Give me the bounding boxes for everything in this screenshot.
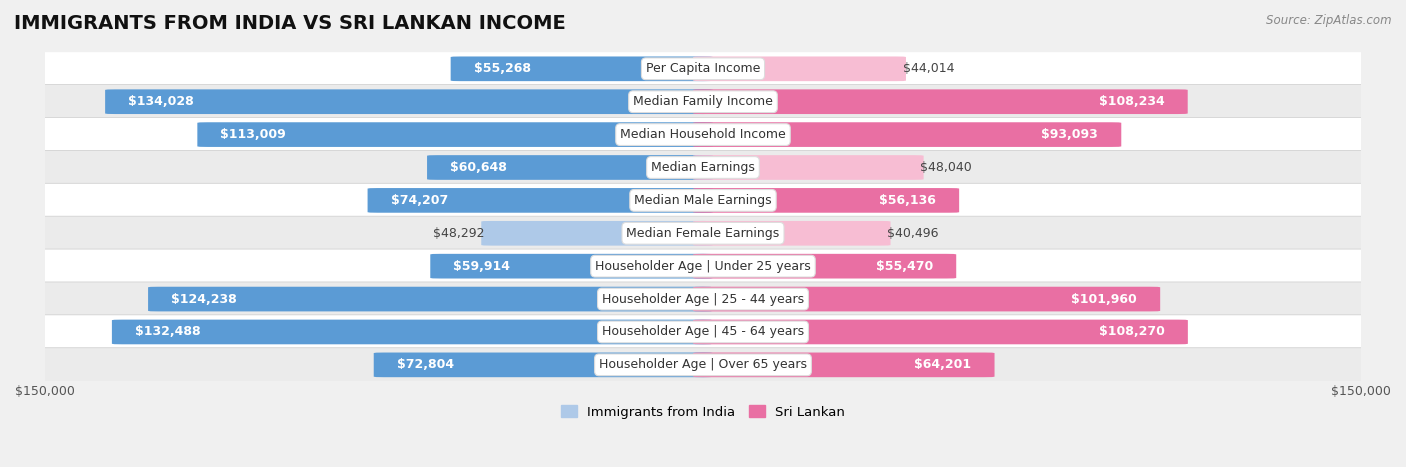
Text: $93,093: $93,093 [1042, 128, 1098, 141]
Text: $64,201: $64,201 [914, 358, 972, 371]
FancyBboxPatch shape [693, 221, 890, 246]
Text: $108,234: $108,234 [1099, 95, 1164, 108]
FancyBboxPatch shape [451, 57, 713, 81]
FancyBboxPatch shape [32, 249, 1374, 283]
FancyBboxPatch shape [148, 287, 713, 311]
FancyBboxPatch shape [32, 216, 1374, 250]
FancyBboxPatch shape [112, 319, 713, 344]
Text: Householder Age | 45 - 64 years: Householder Age | 45 - 64 years [602, 325, 804, 339]
FancyBboxPatch shape [32, 118, 1374, 152]
FancyBboxPatch shape [693, 254, 956, 278]
FancyBboxPatch shape [693, 188, 959, 213]
Text: Median Family Income: Median Family Income [633, 95, 773, 108]
Text: $59,914: $59,914 [453, 260, 510, 273]
Text: $48,292: $48,292 [433, 227, 485, 240]
FancyBboxPatch shape [32, 150, 1374, 184]
FancyBboxPatch shape [32, 183, 1374, 218]
Text: $56,136: $56,136 [879, 194, 936, 207]
FancyBboxPatch shape [105, 89, 713, 114]
FancyBboxPatch shape [693, 122, 1121, 147]
FancyBboxPatch shape [32, 85, 1374, 119]
Text: Median Earnings: Median Earnings [651, 161, 755, 174]
FancyBboxPatch shape [32, 348, 1374, 382]
FancyBboxPatch shape [32, 52, 1374, 86]
FancyBboxPatch shape [693, 287, 1160, 311]
FancyBboxPatch shape [481, 221, 713, 246]
Text: Householder Age | 25 - 44 years: Householder Age | 25 - 44 years [602, 292, 804, 305]
FancyBboxPatch shape [693, 155, 924, 180]
Text: Householder Age | Over 65 years: Householder Age | Over 65 years [599, 358, 807, 371]
Text: $74,207: $74,207 [391, 194, 449, 207]
FancyBboxPatch shape [693, 353, 994, 377]
Text: $101,960: $101,960 [1071, 292, 1137, 305]
FancyBboxPatch shape [32, 282, 1374, 316]
FancyBboxPatch shape [197, 122, 713, 147]
Text: $55,470: $55,470 [876, 260, 934, 273]
Text: $132,488: $132,488 [135, 325, 201, 339]
FancyBboxPatch shape [367, 188, 713, 213]
FancyBboxPatch shape [374, 353, 713, 377]
Text: Median Male Earnings: Median Male Earnings [634, 194, 772, 207]
Text: $55,268: $55,268 [474, 62, 530, 75]
Text: Median Female Earnings: Median Female Earnings [627, 227, 779, 240]
Text: $40,496: $40,496 [887, 227, 939, 240]
Text: $113,009: $113,009 [221, 128, 287, 141]
Text: $134,028: $134,028 [128, 95, 194, 108]
FancyBboxPatch shape [693, 319, 1188, 344]
Text: $44,014: $44,014 [903, 62, 955, 75]
Text: $124,238: $124,238 [172, 292, 236, 305]
Text: IMMIGRANTS FROM INDIA VS SRI LANKAN INCOME: IMMIGRANTS FROM INDIA VS SRI LANKAN INCO… [14, 14, 565, 33]
FancyBboxPatch shape [32, 315, 1374, 349]
Text: Median Household Income: Median Household Income [620, 128, 786, 141]
Text: $108,270: $108,270 [1099, 325, 1164, 339]
FancyBboxPatch shape [427, 155, 713, 180]
Text: Per Capita Income: Per Capita Income [645, 62, 761, 75]
FancyBboxPatch shape [693, 89, 1188, 114]
Text: Householder Age | Under 25 years: Householder Age | Under 25 years [595, 260, 811, 273]
Text: $72,804: $72,804 [396, 358, 454, 371]
Text: $48,040: $48,040 [921, 161, 972, 174]
Legend: Immigrants from India, Sri Lankan: Immigrants from India, Sri Lankan [555, 400, 851, 424]
Text: $60,648: $60,648 [450, 161, 508, 174]
FancyBboxPatch shape [430, 254, 713, 278]
Text: Source: ZipAtlas.com: Source: ZipAtlas.com [1267, 14, 1392, 27]
FancyBboxPatch shape [693, 57, 905, 81]
